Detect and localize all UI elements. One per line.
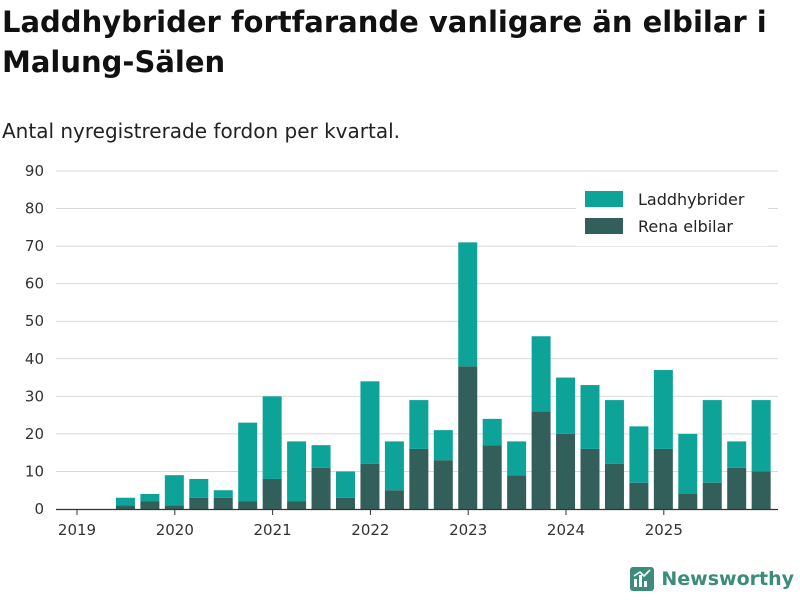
bar-rena-elbilar-2022Q3 — [433, 460, 453, 509]
bar-laddhybrider-2023Q3 — [531, 336, 551, 412]
bar-laddhybrider-2022Q2 — [409, 400, 429, 449]
legend-swatch — [585, 191, 623, 207]
x-tick-label: 2025 — [645, 521, 683, 539]
y-axis-tick-labels: 0 10 20 30 40 50 60 70 80 90 — [25, 162, 44, 518]
y-tick-label: 10 — [25, 462, 44, 480]
bar-rena-elbilar-2021Q4 — [360, 463, 380, 509]
bar-rena-elbilar-2021Q1 — [287, 501, 307, 509]
bar-laddhybrider-2023Q2 — [507, 441, 527, 476]
bar-rena-elbilar-2023Q3 — [531, 411, 551, 509]
brand-logo: Newsworthy — [629, 566, 794, 592]
bar-laddhybrider-2024Q2 — [604, 400, 624, 464]
legend-label: Laddhybrider — [638, 190, 745, 209]
bar-rena-elbilar-2023Q4 — [556, 433, 576, 509]
bar-rena-elbilar-2021Q2 — [311, 467, 331, 509]
x-tick-label: 2020 — [156, 521, 194, 539]
bar-rena-elbilar-2025Q3 — [727, 467, 747, 509]
bar-rena-elbilar-2025Q2 — [702, 482, 722, 509]
y-tick-label: 50 — [25, 312, 44, 330]
bar-rena-elbilar-2024Q4 — [653, 448, 673, 509]
legend-label: Rena elbilar — [638, 217, 733, 236]
bar-laddhybrider-2019Q3 — [140, 493, 160, 502]
bar-laddhybrider-2025Q2 — [702, 400, 722, 483]
legend: Laddhybrider Rena elbilar — [576, 182, 768, 246]
bar-rena-elbilar-2023Q2 — [507, 475, 527, 509]
bar-laddhybrider-2021Q4 — [360, 381, 380, 464]
bar-laddhybrider-2021Q3 — [336, 471, 355, 498]
bar-laddhybrider-2019Q2 — [115, 497, 135, 506]
bar-laddhybrider-2020Q2 — [213, 490, 233, 498]
x-tick-label: 2023 — [449, 521, 487, 539]
bars — [115, 242, 771, 509]
bar-laddhybrider-2020Q1 — [189, 478, 209, 498]
bar-laddhybrider-2020Q3 — [238, 422, 258, 502]
brand-name: Newsworthy — [661, 568, 794, 590]
bar-laddhybrider-2023Q4 — [556, 377, 576, 434]
chart-title: Laddhybrider fortfarande vanligare än el… — [2, 5, 767, 79]
bar-rena-elbilar-2023Q1 — [482, 445, 502, 509]
bar-rena-elbilar-2021Q3 — [336, 497, 355, 509]
bar-rena-elbilar-2019Q3 — [140, 501, 160, 509]
bar-laddhybrider-2022Q1 — [384, 441, 404, 491]
bar-rena-elbilar-2020Q4 — [262, 478, 282, 509]
y-tick-label: 70 — [25, 237, 44, 255]
y-tick-label: 40 — [25, 350, 44, 368]
x-tick-label: 2021 — [254, 521, 292, 539]
bar-rena-elbilar-2020Q2 — [213, 497, 233, 509]
bar-rena-elbilar-2024Q2 — [604, 463, 624, 509]
bar-laddhybrider-2020Q4 — [262, 396, 282, 479]
y-tick-label: 90 — [25, 162, 44, 180]
bar-rena-elbilar-2025Q4 — [751, 471, 771, 509]
bar-rena-elbilar-2019Q2 — [115, 505, 135, 509]
bar-rena-elbilar-2019Q4 — [164, 505, 184, 509]
bar-laddhybrider-2022Q4 — [458, 242, 478, 367]
bar-laddhybrider-2021Q2 — [311, 445, 331, 468]
bar-laddhybrider-2025Q3 — [727, 441, 747, 468]
bar-laddhybrider-2023Q1 — [482, 418, 502, 446]
y-tick-label: 60 — [25, 275, 44, 293]
bar-rena-elbilar-2020Q1 — [189, 497, 209, 509]
bar-rena-elbilar-2022Q2 — [409, 448, 429, 509]
y-tick-label: 0 — [34, 500, 44, 518]
bar-rena-elbilar-2020Q3 — [238, 501, 258, 509]
x-tick-label: 2022 — [351, 521, 389, 539]
bar-laddhybrider-2024Q3 — [629, 426, 649, 483]
x-tick-label: 2024 — [547, 521, 585, 539]
bar-laddhybrider-2024Q4 — [653, 370, 673, 449]
bar-laddhybrider-2024Q1 — [580, 385, 600, 449]
bar-rena-elbilar-2022Q1 — [384, 490, 404, 509]
bar-laddhybrider-2022Q3 — [433, 430, 453, 461]
y-tick-label: 80 — [25, 200, 44, 218]
bar-laddhybrider-2025Q4 — [751, 400, 771, 472]
newsworthy-logo-icon — [630, 567, 655, 591]
bar-laddhybrider-2019Q4 — [164, 475, 184, 506]
bar-rena-elbilar-2024Q3 — [629, 482, 649, 509]
y-tick-label: 20 — [25, 425, 44, 443]
x-axis: 2019 2020 2021 2022 2023 2024 2025 — [56, 508, 778, 539]
bar-rena-elbilar-2025Q1 — [678, 493, 698, 509]
chart-subtitle: Antal nyregistrerade fordon per kvartal. — [2, 119, 401, 143]
x-tick-label: 2019 — [58, 521, 96, 539]
bar-laddhybrider-2021Q1 — [287, 441, 307, 502]
y-tick-label: 30 — [25, 387, 44, 405]
legend-swatch — [585, 218, 623, 234]
bar-rena-elbilar-2024Q1 — [580, 448, 600, 509]
bar-laddhybrider-2025Q1 — [678, 433, 698, 494]
bar-rena-elbilar-2022Q4 — [458, 366, 478, 509]
